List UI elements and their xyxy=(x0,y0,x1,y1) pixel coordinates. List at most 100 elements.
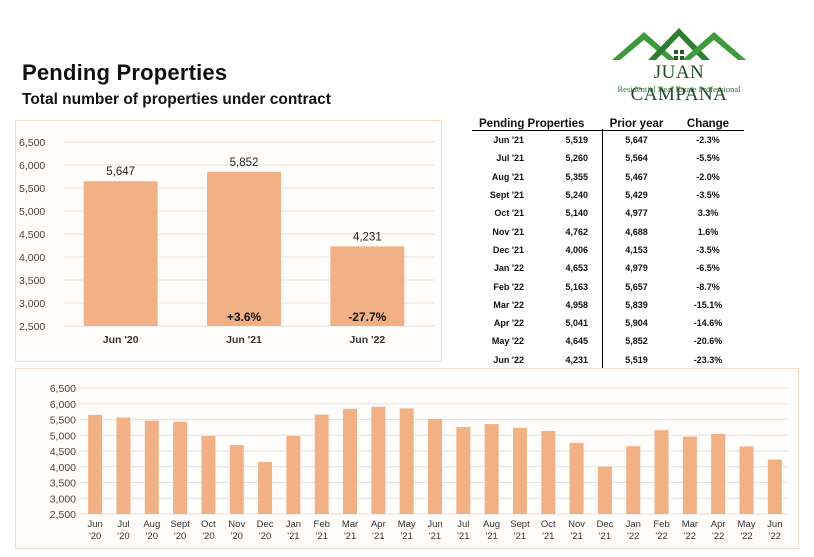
y-tick-label: 4,500 xyxy=(50,446,76,458)
row-pending-text: 4,645 xyxy=(565,336,588,347)
monthly-bar-chart: 2,500 3,000 3,500 4,000 4,500 5,000 5,500 6,000… xyxy=(50,383,788,542)
x-year-label: '20 xyxy=(117,531,129,542)
x-month-label: Aug xyxy=(143,519,160,530)
row-change: -2.0% xyxy=(696,171,720,182)
y-tick-label: 4,000 xyxy=(50,462,76,474)
x-year-label: '20 xyxy=(174,531,186,542)
table-row: Nov '21 4,762 4,688 1.6% xyxy=(472,222,744,240)
y-tick-label: 5,000 xyxy=(19,206,45,218)
bar xyxy=(597,466,612,514)
bar xyxy=(286,435,301,514)
bar xyxy=(512,427,527,514)
x-year-label: '22 xyxy=(769,531,781,542)
table-row: May '22 4,645 5,852 -20.6% xyxy=(472,332,744,350)
y-tick-label: 4,500 xyxy=(19,229,45,241)
row-prior-year: 5,904 xyxy=(625,318,648,329)
y-tick-label: 3,500 xyxy=(50,478,76,490)
pending-table: Pending Properties Prior year Change Jun… xyxy=(472,113,744,369)
monthly-chart-panel: 2,500 3,000 3,500 4,000 4,500 5,000 5,500 6,000… xyxy=(15,368,799,549)
bar xyxy=(484,424,499,514)
row-pending-text: 5,519 xyxy=(565,135,588,146)
row-prior-year: 5,519 xyxy=(625,354,648,365)
yearly-chart-panel: 2,500 3,000 3,500 4,000 4,500 5,000 5,500 6,000… xyxy=(15,120,442,362)
row-change: -3.5% xyxy=(696,190,720,201)
row-prior-year: 5,467 xyxy=(625,171,648,182)
bar xyxy=(83,181,158,326)
bar xyxy=(343,408,358,514)
row-change: -23.3% xyxy=(693,354,723,365)
x-year-label: '21 xyxy=(514,531,526,542)
row-pending-text: 4,231 xyxy=(565,354,588,365)
x-year-label: '22 xyxy=(655,531,667,542)
change-annotation: -27.7% xyxy=(348,310,386,324)
x-category-label: Jun '21 xyxy=(226,334,262,346)
row-change: -3.5% xyxy=(696,244,720,255)
row-prior-year: 4,153 xyxy=(625,244,648,255)
table-row: Sept '21 5,240 5,429 -3.5% xyxy=(472,186,744,204)
bar-value-label: 5,647 xyxy=(106,166,135,178)
header-change: Change xyxy=(686,118,730,130)
row-change: -8.7% xyxy=(696,281,720,292)
row-prior-year: 5,647 xyxy=(625,135,648,146)
logo-tagline: Residential Real Estate Professional xyxy=(617,84,741,94)
x-month-label: Apr xyxy=(711,519,726,530)
x-year-label: '22 xyxy=(712,531,724,542)
x-year-label: '20 xyxy=(231,531,243,542)
x-month-label: Jan xyxy=(286,519,301,530)
bar xyxy=(569,442,584,514)
row-pending-text: 4,762 xyxy=(565,226,588,237)
row-pending-text: 5,240 xyxy=(565,190,588,201)
y-tick-label: 2,500 xyxy=(19,321,45,333)
x-month-label: Oct xyxy=(201,519,216,530)
row-prior-year: 5,657 xyxy=(625,281,648,292)
x-month-label: Nov xyxy=(568,519,585,530)
x-month-label: May xyxy=(398,519,416,530)
house-roof-icon xyxy=(612,28,746,60)
x-year-label: '21 xyxy=(400,531,412,542)
row-month: Feb '22 xyxy=(493,281,524,292)
x-year-label: '22 xyxy=(684,531,696,542)
bar xyxy=(456,427,471,514)
row-pending-text: 5,355 xyxy=(565,171,588,182)
bar xyxy=(258,461,273,514)
row-month: Oct '21 xyxy=(494,208,524,219)
y-tick-label: 5,500 xyxy=(19,183,45,195)
bar xyxy=(399,408,414,514)
bar xyxy=(314,414,329,514)
row-pending-text: 4,006 xyxy=(565,244,588,255)
bar xyxy=(682,436,697,514)
row-pending-value: 4,958 xyxy=(524,300,601,310)
row-pending-value: 4,653 xyxy=(524,263,601,273)
header-prior-year: Prior year xyxy=(609,118,664,130)
x-year-label: '21 xyxy=(316,531,328,542)
bar xyxy=(116,417,131,514)
x-category-label: Jun '22 xyxy=(349,334,385,346)
x-month-label: Apr xyxy=(371,519,386,530)
header-pending: Pending Properties xyxy=(479,118,585,130)
table-row: Oct '21 5,140 4,977 3.3% xyxy=(472,204,744,222)
x-category-label: Jun '20 xyxy=(103,334,139,346)
row-change: -6.5% xyxy=(696,263,720,274)
row-pending-value: 5,260 xyxy=(524,153,601,163)
row-prior-year: 5,564 xyxy=(625,153,648,164)
x-month-label: Sept xyxy=(170,519,190,530)
x-year-label: '21 xyxy=(429,531,441,542)
y-tick-label: 3,000 xyxy=(50,493,76,505)
table-row: Feb '22 5,163 5,657 -8.7% xyxy=(472,277,744,295)
x-month-label: Jun xyxy=(427,519,442,530)
row-month: Apr '22 xyxy=(493,318,524,329)
table-row: Apr '22 5,041 5,904 -14.6% xyxy=(472,314,744,332)
row-prior-year: 5,852 xyxy=(625,336,648,347)
bar xyxy=(711,433,726,514)
row-pending-value: 5,355 xyxy=(524,172,601,182)
x-month-label: Feb xyxy=(653,519,669,530)
row-change: 3.3% xyxy=(697,208,719,219)
change-annotation: +3.6% xyxy=(227,310,262,324)
logo-name: JUAN CAMPANA xyxy=(630,62,728,105)
x-month-label: Jul xyxy=(457,519,469,530)
row-pending-text: 4,958 xyxy=(565,299,588,310)
bar xyxy=(428,418,442,514)
brand-logo: JUAN CAMPANA Residential Real Estate Pro… xyxy=(604,26,754,105)
row-change: -20.6% xyxy=(693,336,723,347)
row-pending-text: 5,140 xyxy=(565,208,588,219)
